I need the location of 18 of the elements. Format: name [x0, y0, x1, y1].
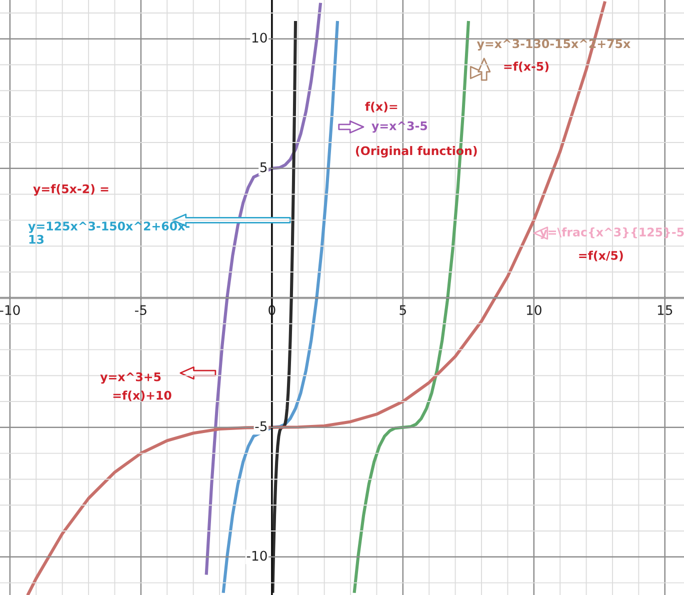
y-tick-label: -10: [246, 550, 267, 561]
x-tick-label: 5: [400, 305, 406, 316]
annotation: =f(x-5): [504, 62, 549, 72]
annotation: =f(x)+10: [113, 390, 172, 402]
annotation: y=125x^3-150x^2+60x- 13: [28, 222, 190, 244]
x-tick-label: 10: [526, 305, 542, 316]
annotation: =f(x/5): [579, 250, 623, 262]
y-tick-label: 5: [260, 162, 267, 172]
y-tick-label: -5: [255, 421, 267, 432]
x-tick-label: 15: [658, 305, 672, 316]
y-tick-label: 10: [252, 32, 267, 43]
x-tick-label: -5: [135, 305, 146, 316]
annotation: y=f(5x-2) =: [33, 184, 108, 196]
line-series: [204, 2, 322, 575]
annotation: y=x^3+5: [100, 372, 161, 384]
x-tick-label: -10: [0, 305, 20, 316]
annotation: f(x)=: [365, 102, 398, 112]
line-series: [222, 21, 339, 593]
